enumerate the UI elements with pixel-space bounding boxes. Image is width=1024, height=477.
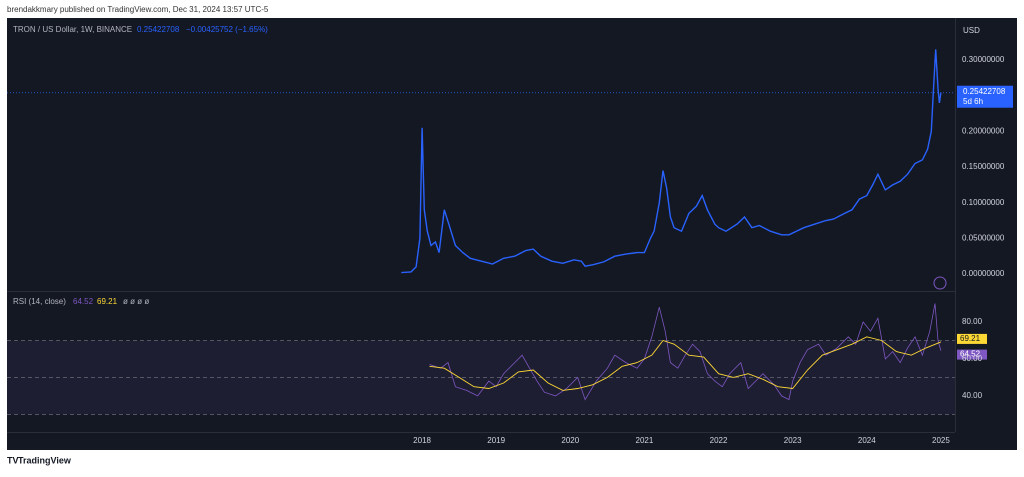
x-tick-label: 2025 (932, 436, 950, 445)
y-tick-label: 0.20000000 (962, 127, 1005, 136)
y-tick-label: 80.00 (962, 317, 983, 326)
y-tick-label: 0.30000000 (962, 55, 1005, 64)
rsi-ma-last: 69.21 (97, 297, 118, 306)
x-tick-label: 2018 (413, 436, 431, 445)
line (401, 49, 942, 274)
x-tick-label: 2022 (710, 436, 728, 445)
currency: USD (963, 26, 980, 35)
time-divider (7, 432, 955, 433)
chart-bg (7, 18, 1017, 450)
pane-divider (7, 291, 955, 292)
footer-logo: TV (7, 455, 19, 465)
y-tick-label: 0.10000000 (962, 198, 1005, 207)
value-tag-label: 69.21 (960, 334, 981, 343)
x-tick-label: 2024 (858, 436, 876, 445)
x-tick-label: 2023 (784, 436, 802, 445)
rsi-band (7, 340, 955, 415)
value-tag (957, 349, 987, 360)
value-tag (957, 333, 987, 344)
rsi-extra: ø ø ø ø (123, 297, 149, 306)
footer: TradingView (18, 455, 72, 465)
y-tick-label: 60.00 (962, 354, 983, 363)
rsi-title: RSI (14, close) (13, 297, 66, 306)
y-tick-label: 0.00000000 (962, 269, 1005, 278)
price-tag (957, 85, 1013, 108)
y-tick-label: 0.15000000 (962, 162, 1005, 171)
price-change: −0.00425752 (−1.65%) (186, 25, 268, 34)
x-tick-label: 2020 (561, 436, 579, 445)
rsi-last: 64.52 (73, 297, 94, 306)
y-tick-label: 40.00 (962, 391, 983, 400)
line (429, 303, 942, 401)
header: brendakkmary published on TradingView.co… (7, 5, 269, 14)
countdown: 5d 6h (963, 97, 983, 106)
price-title: TRON / US Dollar, 1W, BINANCE (13, 25, 132, 34)
axis-divider (955, 18, 956, 432)
x-tick-label: 2019 (487, 436, 505, 445)
x-tick-label: 2021 (636, 436, 654, 445)
alert-icon[interactable] (933, 276, 947, 290)
price-tag-label: 0.25422708 (963, 87, 1006, 96)
line (429, 336, 942, 391)
price-last: 0.25422708 (137, 25, 180, 34)
value-tag-label: 64.52 (960, 350, 981, 359)
y-tick-label: 0.05000000 (962, 233, 1005, 242)
